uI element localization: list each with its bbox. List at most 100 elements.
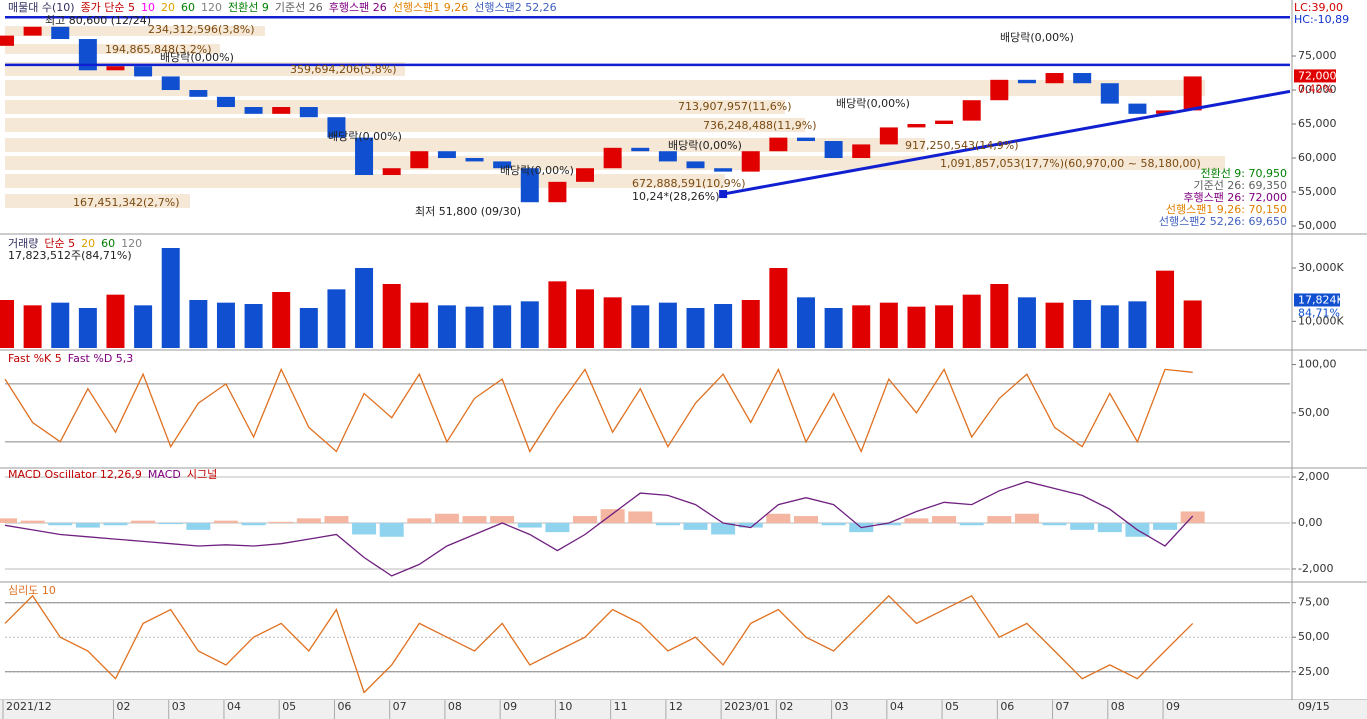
oscillator-bar [0,518,17,523]
y-tick-label: -2,000 [1298,562,1333,575]
legend-item: 20 [81,237,96,250]
oscillator-bar [1042,522,1067,526]
volume-bar [741,300,760,348]
oscillator-bar [1180,511,1205,523]
candle [355,137,374,176]
legend-item: 매물대 수(10) [8,1,75,14]
volume-bar [879,302,898,348]
x-end-label: 09/15 [1298,700,1330,713]
annotation: 672,888,591(10,9%) [632,177,746,190]
candle [493,161,512,169]
volume-bar [935,305,954,348]
oscillator-bar [987,516,1012,523]
annotation: 배당락(0,00%) [160,51,234,64]
volume-bar [327,289,346,348]
volume-subtitle: 17,823,512주(84,71%) [8,249,132,262]
y-tick-label: 60,000 [1298,151,1337,164]
candle [879,127,898,145]
candle [824,141,843,159]
ichimoku-label: 전환선 9: 70,950 [1200,167,1287,180]
oscillator-bar [462,516,487,523]
volume-bar [51,302,70,348]
annotation: 최저 51,800 (09/30) [415,205,521,218]
oscillator-bar [269,521,294,523]
volume-bar [576,289,595,348]
volume-bar [1183,300,1202,348]
oscillator-bar [1153,522,1178,530]
annotation: 배당락(0,00%) [328,130,402,143]
x-tick-label: 12 [669,700,683,713]
panel-legend: 매물대 수(10) 종가 단순 5 10 20 60 120 전환선 9 기준선 26 후행스팬… [8,1,557,14]
x-tick-label: 08 [1111,700,1125,713]
panel-legend: 심리도 10 [8,584,56,597]
y-tick-label: 50,000 [1298,219,1337,232]
oscillator-bar [324,516,349,523]
legend-item: 60 [181,1,196,14]
volume-bar [1045,302,1064,348]
candle [437,151,456,159]
volume-bar [796,297,815,348]
profile-band [5,194,190,208]
volume-bar [244,304,263,348]
volume-bar [1156,270,1175,348]
candle [935,120,954,125]
y-tick-label: 75,00 [1298,596,1330,609]
trend-anchor [719,190,728,199]
hc-label: HC:-10,89 [1294,13,1349,26]
candle [658,151,677,162]
candle [1100,83,1119,104]
ichimoku-label: 기준선 26: 69,350 [1193,179,1287,192]
oscillator-bar [379,522,404,537]
candle [769,137,788,152]
ichimoku-label: 선행스팬1 9,26: 70,150 [1166,203,1287,216]
candle [796,137,815,142]
volume-bar [962,294,981,348]
candle [520,168,539,203]
y-tick-label: 0,00 [1298,516,1323,529]
y-tick-label: 10,000K [1298,314,1344,327]
volume-bar [78,308,97,348]
x-tick-label: 02 [779,700,793,713]
candle [410,151,429,169]
x-axis-band [0,700,1367,719]
oscillator-bar [213,520,238,523]
profile-band [5,100,785,114]
volume-bar [465,306,484,348]
legend-item: Fast %D 5,3 [67,352,134,365]
oscillator-bar [75,522,100,528]
volume-bar [134,305,153,348]
oscillator-bar [103,522,128,526]
indicator-line [4,367,1193,454]
x-tick-label: 09 [1166,700,1180,713]
oscillator-bar [158,522,183,525]
candle [78,39,97,71]
x-tick-label: 09 [503,700,517,713]
annotation: 359,694,206(5,8%) [290,63,397,76]
x-tick-label: 05 [945,700,959,713]
volume-bar [907,306,926,348]
candle [216,96,235,108]
candle [1183,76,1202,111]
candle [382,168,401,176]
candle [1073,73,1092,84]
profile-band [5,44,220,54]
candle [51,26,70,40]
annotation: 최고 80,600 (12/24) [45,14,151,27]
indicator-line [4,594,1194,694]
candle [907,124,926,128]
candle [1045,73,1064,84]
candle [327,117,346,138]
oscillator-bar [352,522,377,535]
oscillator-bar [48,522,73,526]
price-box [1294,69,1336,83]
profile-band [5,118,805,132]
x-tick-label: 08 [448,700,462,713]
volume-bar [0,300,14,348]
volume-bar [493,305,512,348]
volume-bar [23,305,42,348]
y-tick-label: 25,00 [1298,665,1330,678]
oscillator-bar [959,522,984,526]
legend-item: 거래량 [8,237,39,250]
